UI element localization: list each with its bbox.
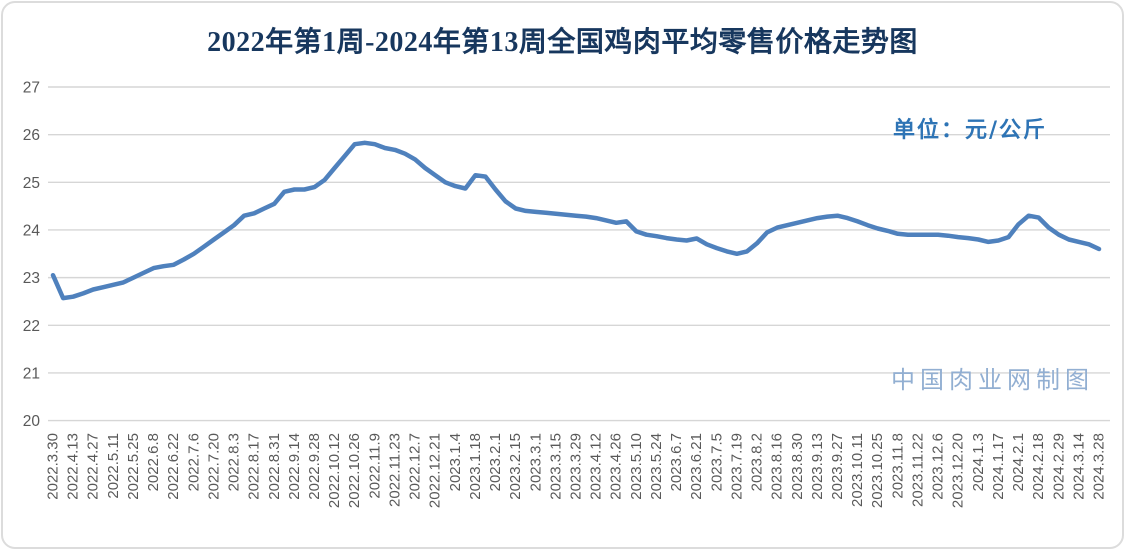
x-axis-tick-label: 2023.4.26 <box>608 433 625 500</box>
x-axis-tick-label: 2023.7.19 <box>728 433 745 500</box>
price-trend-line <box>50 140 1102 301</box>
x-axis-tick-label: 2022.5.11 <box>105 433 122 499</box>
unit-label: 单位：元/公斤 <box>893 117 1048 143</box>
x-axis-tick-label: 2023.6.21 <box>688 433 705 500</box>
x-axis-tick-label: 2023.5.24 <box>648 433 665 500</box>
x-axis-tick-label: 2024.2.1 <box>1010 433 1027 491</box>
x-axis-tick-label: 2024.1.17 <box>990 433 1007 500</box>
chart-title: 2022年第1周-2024年第13周全国鸡肉平均零售价格走势图 <box>207 27 918 58</box>
x-axis-tick-label: 2023.7.5 <box>708 433 725 491</box>
x-axis-tick-label: 2023.12.6 <box>930 433 947 500</box>
x-axis-tick-label: 2024.3.28 <box>1091 433 1108 500</box>
x-axis-tick-label: 2022.4.13 <box>65 433 82 500</box>
y-axis-tick-label: 21 <box>23 365 40 382</box>
x-axis-tick-label: 2023.1.4 <box>447 433 464 491</box>
x-axis-tick-label: 2023.9.27 <box>829 433 846 500</box>
watermark-source-label: 中国肉业网制图 <box>891 366 1094 394</box>
x-axis-tick-label: 2022.5.25 <box>125 433 142 500</box>
x-axis-tick-label: 2022.12.7 <box>407 433 424 500</box>
y-axis-tick-label: 22 <box>23 318 40 335</box>
x-axis-tick-label: 2023.8.2 <box>749 433 766 491</box>
x-axis-tick-label: 2022.8.31 <box>266 433 283 500</box>
y-axis-tick-label: 25 <box>23 175 40 192</box>
x-axis-tick-label: 2023.8.16 <box>769 433 786 500</box>
x-axis-tick-label: 2022.4.27 <box>85 433 102 500</box>
x-axis-tick-label: 2022.7.6 <box>185 433 202 491</box>
x-axis-tick-label: 2023.9.13 <box>809 433 826 500</box>
x-axis-tick-label: 2022.10.12 <box>326 433 343 508</box>
x-axis-tick-label: 2023.10.25 <box>869 433 886 508</box>
y-axis-tick-label: 20 <box>23 413 41 430</box>
x-axis-tick-label: 2022.11.23 <box>386 433 403 507</box>
x-axis-tick-label: 2023.11.22 <box>909 433 926 507</box>
x-axis-tick-label: 2024.2.18 <box>1030 433 1047 500</box>
x-axis-tick-label: 2023.6.7 <box>668 433 685 491</box>
x-axis-tick-label: 2024.3.14 <box>1070 433 1087 500</box>
x-axis-tick-label: 2023.2.15 <box>507 433 524 500</box>
y-axis-tick-label: 24 <box>23 222 41 239</box>
y-axis-tick-label: 27 <box>23 80 40 97</box>
x-axis-tick-label: 2023.3.1 <box>527 433 544 491</box>
x-axis-tick-label: 2022.6.22 <box>165 433 182 500</box>
x-axis-tick-label: 2024.1.3 <box>970 433 987 491</box>
x-axis-tick-label: 2022.3.30 <box>45 433 62 500</box>
x-axis-tick-label: 2022.8.17 <box>246 433 263 500</box>
x-axis-tick-label: 2023.4.12 <box>588 433 605 500</box>
y-axis-tick-label: 23 <box>23 270 40 287</box>
x-axis-tick-label: 2023.8.30 <box>789 433 806 500</box>
x-axis-tick-label: 2023.1.18 <box>467 433 484 500</box>
x-axis-tick-label: 2022.8.3 <box>226 433 243 491</box>
x-axis-tick-label: 2023.5.10 <box>628 433 645 500</box>
x-axis-tick-label: 2023.3.15 <box>547 433 564 500</box>
x-axis-tick-label: 2022.10.26 <box>346 433 363 508</box>
x-axis-tick-label: 2023.12.20 <box>950 433 967 508</box>
y-axis-tick-label: 26 <box>23 127 40 144</box>
x-axis-tick-label: 2023.3.29 <box>568 433 585 500</box>
x-axis-tick-label: 2023.2.1 <box>487 433 504 491</box>
x-axis-tick-label: 2022.9.28 <box>306 433 323 500</box>
x-axis-tick-label: 2023.10.11 <box>849 433 866 507</box>
line-chart-plot-area: 20 21 22 23 24 25 26 27 2022.3.30 2022.4.13 2022.4… <box>23 80 1110 508</box>
x-axis-tick-label: 2023.11.8 <box>889 433 906 499</box>
x-axis-tick-label: 2022.6.8 <box>145 433 162 491</box>
x-axis-tick-label: 2022.11.9 <box>366 433 383 499</box>
x-axis-tick-label: 2024.2.29 <box>1050 433 1067 500</box>
x-axis-tick-label: 2022.9.14 <box>286 433 303 500</box>
x-axis-tick-label: 2022.12.21 <box>427 433 444 508</box>
x-axis-tick-label: 2022.7.20 <box>205 433 222 500</box>
